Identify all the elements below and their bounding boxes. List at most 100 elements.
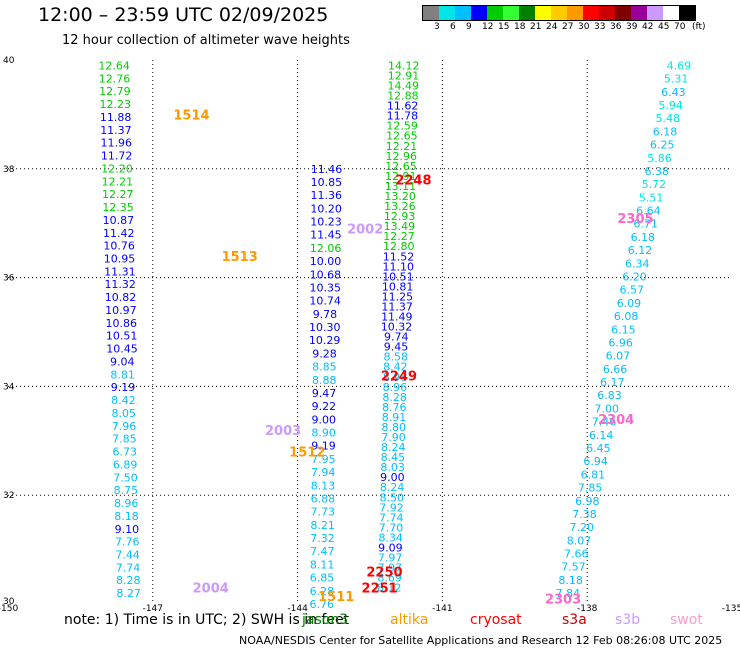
wave-height-label: 6.76 xyxy=(309,598,334,611)
wave-height-label: 6.89 xyxy=(113,458,138,471)
wave-height-label: 9.78 xyxy=(313,308,338,321)
y-tick-label: 40 xyxy=(3,56,15,66)
wave-height-label: 12.93 xyxy=(384,210,416,223)
wave-height-label: 6.73 xyxy=(113,446,138,459)
wave-height-label: 11.46 xyxy=(311,163,343,176)
wave-height-label: 12.35 xyxy=(102,201,134,214)
wave-height-label: 5.48 xyxy=(656,112,681,125)
wave-height-label: 8.24 xyxy=(381,441,406,454)
color-legend-bar xyxy=(422,5,696,21)
wave-height-label: 7.70 xyxy=(379,521,404,534)
wave-height-label: 10.51 xyxy=(382,270,414,283)
source-s3b: s3b xyxy=(615,612,641,628)
wave-height-label: 6.18 xyxy=(631,231,656,244)
wave-height-label: 10.29 xyxy=(309,334,341,347)
pass-time-label: 2303 xyxy=(545,593,581,608)
wave-height-label: 12.65 xyxy=(386,130,418,143)
wave-height-label: 10.76 xyxy=(103,240,135,253)
wave-height-label: 8.21 xyxy=(310,519,335,532)
wave-height-label: 6.08 xyxy=(614,310,639,323)
wave-height-label: 5.31 xyxy=(664,73,689,86)
legend-swatch xyxy=(647,6,663,20)
legend-tick-label: 18 xyxy=(514,22,526,32)
legend-swatch xyxy=(663,6,679,20)
wave-height-label: 12.20 xyxy=(101,162,133,175)
wave-height-label: 7.46 xyxy=(592,416,617,429)
wave-height-label: 10.97 xyxy=(105,304,137,317)
wave-height-label: 12.79 xyxy=(99,85,131,98)
wave-height-label: 10.00 xyxy=(310,255,342,268)
wave-height-label: 8.98 xyxy=(383,371,408,384)
wave-height-label: 6.83 xyxy=(597,389,622,402)
footnote-note: note: xyxy=(64,612,101,628)
wave-height-label: 12.91 xyxy=(385,170,417,183)
wave-height-label: 7.57 xyxy=(561,561,586,574)
wave-height-label: 7.00 xyxy=(594,402,619,415)
wave-height-label: 11.36 xyxy=(311,189,343,202)
wave-height-label: 9.45 xyxy=(384,341,409,354)
wave-height-label: 5.51 xyxy=(639,191,664,204)
x-tick-label: -147 xyxy=(143,604,163,614)
wave-height-label: 6.66 xyxy=(603,363,628,376)
wave-height-label: 9.04 xyxy=(110,355,135,368)
wave-height-label: 5.86 xyxy=(647,152,672,165)
wave-height-label: 6.12 xyxy=(628,244,653,257)
wave-height-label: 8.05 xyxy=(111,407,136,420)
wave-height-label: 12.96 xyxy=(386,150,418,163)
wave-height-label: 7.90 xyxy=(381,431,406,444)
source-cryosat: cryosat xyxy=(470,612,522,628)
wave-height-label: 8.34 xyxy=(378,531,403,544)
wave-height-label: 9.00 xyxy=(380,471,405,484)
wave-height-label: 14.49 xyxy=(387,80,419,93)
legend-tick-label: 70 xyxy=(674,22,686,32)
wave-height-label: 6.45 xyxy=(586,442,611,455)
wave-height-label: 6.98 xyxy=(575,495,600,508)
legend-swatch xyxy=(631,6,647,20)
wave-height-label: 6.28 xyxy=(310,585,335,598)
wave-height-label: 8.42 xyxy=(111,394,136,407)
wave-height-label: 13.49 xyxy=(384,220,416,233)
pass-time-label: 2249 xyxy=(381,370,417,385)
legend-swatch xyxy=(615,6,631,20)
wave-height-label: 8.24 xyxy=(380,481,405,494)
wave-height-label: 7.95 xyxy=(311,453,336,466)
x-tick-label: -138 xyxy=(577,604,598,614)
wave-height-label: 10.23 xyxy=(310,216,342,229)
wave-height-label: 7.38 xyxy=(572,508,597,521)
pass-time-label: 2002 xyxy=(347,223,383,238)
wave-height-label: 12.21 xyxy=(386,140,418,153)
footnote: note: 1) Time is in UTC; 2) SWH is in fe… xyxy=(64,612,349,628)
wave-height-label: 8.12 xyxy=(377,582,402,595)
wave-height-label: 7.97 xyxy=(378,562,403,575)
wave-height-label: 8.75 xyxy=(114,484,139,497)
wave-height-label: 6.88 xyxy=(311,492,336,505)
source-s3a: s3a xyxy=(562,612,587,628)
legend-unit: (ft) xyxy=(692,22,706,32)
wave-height-label: 8.11 xyxy=(310,558,335,571)
wave-height-label: 12.06 xyxy=(310,242,342,255)
wave-height-label: 6.71 xyxy=(633,218,658,231)
wave-height-label: 12.23 xyxy=(99,98,131,111)
wave-height-label: 10.81 xyxy=(382,280,414,293)
legend-tick-label: 24 xyxy=(546,22,558,32)
wave-height-label: 11.10 xyxy=(382,260,414,273)
wave-height-label: 8.18 xyxy=(558,574,583,587)
pass-time-label: 1512 xyxy=(289,446,325,461)
legend-swatch xyxy=(503,6,519,20)
footnote-item1: 1) Time is in UTC; xyxy=(104,612,228,628)
wave-height-label: 6.43 xyxy=(661,86,686,99)
legend-swatch xyxy=(439,6,455,20)
x-tick-label: -135 xyxy=(722,604,740,614)
wave-height-label: 6.14 xyxy=(589,429,614,442)
footnote-item2: 2) SWH is in feet xyxy=(232,612,350,628)
legend-swatch xyxy=(455,6,471,20)
wave-height-label: 10.68 xyxy=(310,268,342,281)
legend-tick-label: 6 xyxy=(450,22,456,32)
legend-swatch xyxy=(567,6,583,20)
wave-height-label: 5.94 xyxy=(658,99,683,112)
wave-height-label: 11.72 xyxy=(101,150,133,163)
wave-height-label: 8.80 xyxy=(382,421,407,434)
wave-height-label: 7.85 xyxy=(112,433,137,446)
x-tick-label: -150 xyxy=(0,604,18,614)
wave-height-label: 7.96 xyxy=(112,420,137,433)
